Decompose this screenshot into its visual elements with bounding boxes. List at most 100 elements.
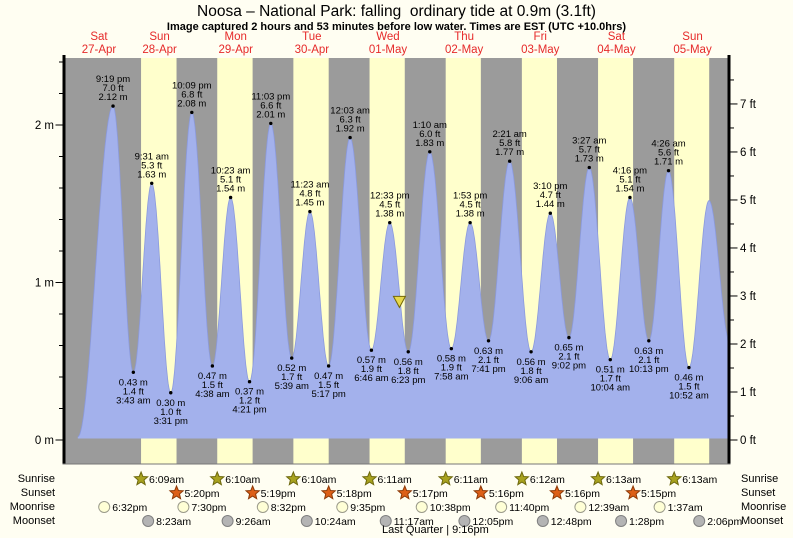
low-tide-annotation: 1.2 ft [239, 396, 260, 407]
right-axis-tick-label: 2 ft [740, 339, 757, 351]
moonrise-time: 6:32pm [112, 502, 147, 514]
low-tide-annotation: 9:02 pm [552, 361, 586, 372]
low-tide-annotation: 1.5 ft [678, 382, 699, 393]
moonset-time: 10:24am [315, 516, 356, 528]
moon-phase-note: Last Quarter | 9:16pm [382, 524, 489, 536]
moonrise-time: 12:39am [588, 502, 629, 514]
event-dot [308, 209, 312, 214]
moonset-row: 8:23am 9:26am 10:24am 11:17am 12:05pm 12:48pm… [142, 515, 742, 528]
high-tide-annotation: 1.77 m [495, 147, 524, 158]
low-tide-annotation: 1.8 ft [521, 366, 542, 377]
low-tide-annotation: 7:41 pm [471, 364, 505, 375]
event-dot [369, 348, 374, 352]
high-tide-annotation: 1.71 m [654, 157, 683, 168]
day-name-label: Sun [682, 31, 702, 43]
event-dot [449, 346, 454, 351]
sunrise-time: 6:10am [225, 474, 260, 486]
event-dot [628, 195, 632, 200]
high-tide-annotation: 4.5 ft [379, 200, 400, 211]
high-tide-annotation: 4:16 pm [613, 165, 647, 176]
high-tide-annotation: 3:10 pm [533, 181, 567, 192]
moonrise-time: 8:32pm [271, 502, 306, 514]
day-date-label: 05-May [673, 44, 712, 56]
day-name-label: Tue [302, 31, 321, 43]
moonrise-moon-icon [336, 501, 349, 513]
sunrise-star-icon [133, 470, 149, 486]
moonset-time: 11:17am [394, 516, 434, 528]
left-axis-tick-label: 0 m [35, 435, 54, 447]
axes: 0 m 1 m 2 m 0 ft 1 ft 2 ft 3 ft 4 ft 5 ft 6 ft 7 f… [35, 55, 757, 465]
moonset-moon-icon [142, 515, 155, 527]
low-tide-annotation: 0.43 m [119, 377, 148, 388]
day-date-label: 29-Apr [218, 44, 253, 56]
event-dot [647, 339, 651, 343]
high-tide-annotation: 1.73 m [575, 154, 604, 165]
moonrise-row-label-left: Moonrise [9, 501, 55, 513]
moonrise-moon-icon [574, 501, 587, 513]
low-tide-annotation: 0.47 m [198, 371, 227, 382]
right-axis-tick-label: 0 ft [740, 435, 757, 447]
event-dot [507, 159, 512, 163]
sunset-star-icon [244, 484, 261, 500]
high-tide-annotation: 1.54 m [216, 183, 245, 194]
low-tide-annotation: 0.56 m [394, 357, 423, 368]
low-tide-annotation: 0.57 m [357, 355, 386, 366]
high-tide-annotation: 10:23 am [211, 165, 251, 176]
low-tide-annotation: 1.7 ft [281, 372, 302, 383]
sunset-star-icon [625, 484, 641, 500]
day-name-label: Sat [608, 31, 626, 43]
low-tide-annotation: 1.5 ft [318, 380, 339, 391]
event-dot [548, 211, 553, 215]
moonset-time: 1:28pm [629, 516, 664, 528]
high-tide-annotation: 5.7 ft [579, 145, 600, 156]
high-tide-annotation: 4.8 ft [299, 189, 320, 200]
sunrise-star-icon [361, 470, 378, 486]
low-tide-annotation: 3:43 am [116, 395, 150, 406]
event-dot [131, 370, 136, 374]
high-tide-annotation: 12:03 am [330, 106, 370, 117]
event-dot [269, 121, 273, 126]
moonset-moon-icon [300, 515, 313, 527]
high-tide-annotation: 3:27 am [572, 136, 606, 147]
low-tide-annotation: 9:06 am [514, 375, 548, 386]
tide-curve [77, 105, 729, 438]
high-tide-annotation: 5.3 ft [141, 160, 162, 171]
low-tide-annotation: 0.63 m [474, 346, 503, 357]
low-tide-annotation: 10:04 am [590, 383, 630, 394]
event-dot [388, 220, 392, 225]
sunrise-time: 6:13am [682, 474, 717, 486]
high-tide-annotation: 1.38 m [456, 209, 485, 220]
sunset-time: 5:20pm [185, 488, 220, 500]
high-tide-annotation: 1.92 m [336, 124, 365, 135]
day-date-label: 01-May [369, 44, 408, 56]
low-tide-annotation: 0.63 m [634, 346, 663, 357]
moonrise-time: 1:37am [668, 502, 703, 514]
moonset-time: 9:26am [236, 516, 271, 528]
sunset-row: 5:20pm 5:19pm 5:18pm 5:17pm 5:16pm 5:16pm 5:15… [168, 484, 676, 500]
day-name-label: Sat [90, 31, 108, 43]
moonrise-moon-icon [256, 501, 269, 513]
day-name-label: Wed [376, 31, 399, 43]
low-tide-annotation: 3:31 pm [154, 416, 188, 427]
low-tide-annotation: 0.37 m [235, 387, 264, 398]
day-date-label: 28-Apr [142, 44, 177, 56]
high-tide-annotation: 12:33 pm [370, 191, 410, 202]
sunrise-row-label-right: Sunrise [741, 473, 779, 485]
sunrise-time: 6:09am [149, 474, 184, 486]
high-tide-annotation: 1.54 m [615, 183, 644, 194]
event-dot [608, 357, 612, 362]
high-tide-annotation: 4.7 ft [540, 190, 561, 201]
right-axis-tick-label: 4 ft [740, 243, 757, 255]
high-tide-annotation: 9:19 pm [96, 74, 130, 85]
high-tide-annotation: 5.6 ft [658, 148, 679, 159]
high-tide-annotation: 1.45 m [295, 198, 324, 209]
sunrise-star-icon [285, 470, 302, 486]
event-dot [190, 110, 194, 115]
left-axis-tick-label: 1 m [35, 278, 54, 290]
event-dot [428, 150, 432, 154]
low-tide-annotation: 0.51 m [596, 365, 625, 376]
high-tide-annotation: 2.01 m [256, 109, 285, 120]
moonrise-moon-icon [98, 501, 111, 513]
moonrise-moon-icon [495, 501, 508, 513]
